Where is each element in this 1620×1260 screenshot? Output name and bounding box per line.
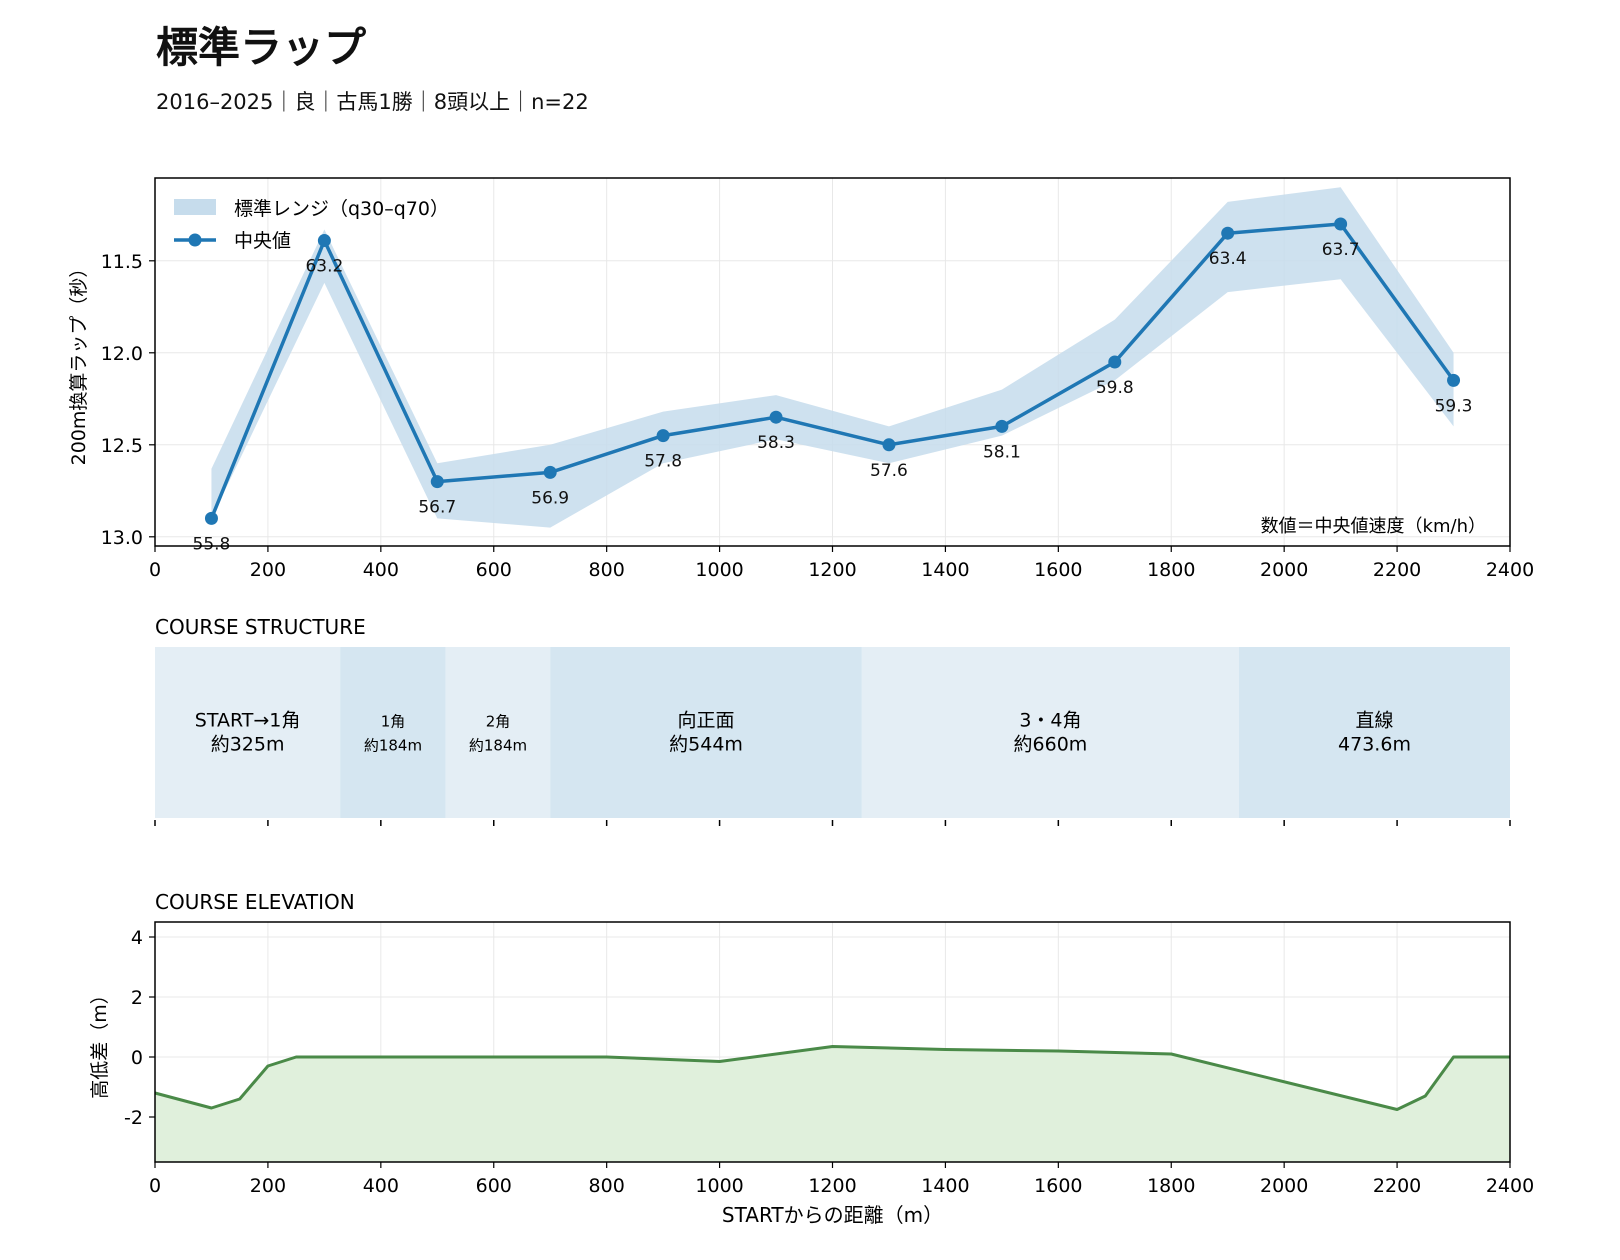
speed-label: 63.7 <box>1322 240 1360 260</box>
legend-median-label: 中央値 <box>234 230 291 252</box>
elev-xtick-label: 800 <box>589 1175 625 1197</box>
median-point <box>1447 373 1461 387</box>
lap-ytick-label: 12.5 <box>101 435 143 457</box>
elevation-title: COURSE ELEVATION <box>155 890 355 914</box>
speed-label: 63.4 <box>1209 249 1247 269</box>
course-section-length: 約184m <box>469 737 527 755</box>
lap-xtick-label: 1200 <box>808 559 856 581</box>
elevation-area <box>155 1046 1510 1162</box>
course-section-name: 直線 <box>1355 710 1393 732</box>
speed-label: 56.7 <box>418 498 456 518</box>
course-section-name: 3・4角 <box>1019 710 1081 732</box>
course-section-length: 約184m <box>364 737 422 755</box>
course-section-name: 向正面 <box>678 710 735 732</box>
lap-xtick-label: 1600 <box>1034 559 1082 581</box>
elev-xtick-label: 2200 <box>1373 1175 1421 1197</box>
median-point <box>204 511 218 525</box>
lap-ytick-label: 11.5 <box>101 251 143 273</box>
median-point <box>430 475 444 489</box>
elev-xtick-label: 1400 <box>921 1175 969 1197</box>
lap-chart: 55.8 63.2 56.7 56.9 57.8 58.3 57.6 58.1 59.8 63.4… <box>68 177 1534 581</box>
lap-xtick-label: 400 <box>363 559 399 581</box>
lap-ytick-label: 13.0 <box>101 527 143 549</box>
course-section-name: START→1角 <box>195 710 301 732</box>
course-section <box>155 647 341 818</box>
course-structure-title: COURSE STRUCTURE <box>155 615 366 639</box>
elevation-chart: COURSE ELEVATION 0 200 400 600 800 1000 1200 140… <box>89 890 1534 1227</box>
speed-label: 59.8 <box>1096 378 1134 398</box>
course-section-length: 約325m <box>211 734 285 756</box>
elev-xtick-label: 0 <box>149 1175 161 1197</box>
course-section <box>550 647 862 818</box>
elev-xtick-label: 2400 <box>1486 1175 1534 1197</box>
elev-xtick-label: 1000 <box>695 1175 743 1197</box>
elev-xtick-label: 2000 <box>1260 1175 1308 1197</box>
lap-xtick-label: 800 <box>589 559 625 581</box>
elev-ytick-label: -2 <box>124 1107 143 1129</box>
median-point <box>1334 217 1348 231</box>
elevation-line <box>154 1045 1510 1111</box>
lap-annotation: 数値＝中央値速度（km/h） <box>1261 516 1486 537</box>
median-point <box>1221 226 1235 240</box>
lap-xtick-label: 2000 <box>1260 559 1308 581</box>
elev-xtick-label: 1600 <box>1034 1175 1082 1197</box>
lap-ylabel: 200m換算ラップ（秒） <box>68 259 90 466</box>
elev-xtick-label: 1200 <box>808 1175 856 1197</box>
speed-label: 58.3 <box>757 433 795 453</box>
course-section <box>340 647 446 818</box>
course-section <box>445 647 551 818</box>
speed-label: 56.9 <box>531 488 569 508</box>
page-subtitle: 2016–2025｜良｜古馬1勝｜8頭以上｜n=22 <box>156 90 589 114</box>
legend-band-swatch <box>174 199 216 215</box>
median-point <box>1108 355 1122 369</box>
elev-ylabel: 高低差（m） <box>89 985 111 1099</box>
elev-xtick-label: 1800 <box>1147 1175 1195 1197</box>
elev-ytick-label: 4 <box>131 927 143 949</box>
band-q30-q70 <box>211 187 1454 528</box>
lap-xtick-label: 1000 <box>695 559 743 581</box>
legend-median-marker <box>188 233 202 247</box>
elev-xtick-label: 200 <box>250 1175 286 1197</box>
lap-xtick-label: 1800 <box>1147 559 1195 581</box>
page-title: 標準ラップ <box>156 23 367 72</box>
course-section <box>1239 647 1510 818</box>
elev-xtick-label: 600 <box>476 1175 512 1197</box>
course-section-length: 約544m <box>669 734 743 756</box>
elev-ytick-label: 0 <box>131 1047 143 1069</box>
lap-xtick-label: 2400 <box>1486 559 1534 581</box>
median-point <box>769 410 783 424</box>
elev-xlabel: STARTからの距離（m） <box>722 1203 943 1227</box>
speed-label: 57.6 <box>870 461 908 481</box>
median-point <box>882 438 896 452</box>
speed-label: 59.3 <box>1435 396 1473 416</box>
lap-xtick-label: 0 <box>149 559 161 581</box>
median-point <box>656 429 670 443</box>
lap-xtick-label: 1400 <box>921 559 969 581</box>
lap-xtick-label: 600 <box>476 559 512 581</box>
elev-xtick-label: 400 <box>363 1175 399 1197</box>
speed-label: 57.8 <box>644 452 682 472</box>
course-section <box>861 647 1239 818</box>
median-point <box>317 234 331 248</box>
legend-band-label: 標準レンジ（q30–q70） <box>234 198 449 220</box>
median-point <box>995 419 1009 433</box>
lap-xtick-label: 2200 <box>1373 559 1421 581</box>
course-section-length: 約660m <box>1014 734 1088 756</box>
lap-ytick-label: 12.0 <box>101 343 143 365</box>
median-point <box>543 465 557 479</box>
course-section-name: 2角 <box>486 713 511 731</box>
median-line <box>209 222 1455 520</box>
lap-xtick-label: 200 <box>250 559 286 581</box>
speed-label: 58.1 <box>983 442 1021 462</box>
course-section-length: 473.6m <box>1338 734 1411 756</box>
course-section-name: 1角 <box>381 713 406 731</box>
speed-label: 55.8 <box>193 534 231 554</box>
speed-label: 63.2 <box>305 257 343 277</box>
elev-ytick-label: 2 <box>131 987 143 1009</box>
